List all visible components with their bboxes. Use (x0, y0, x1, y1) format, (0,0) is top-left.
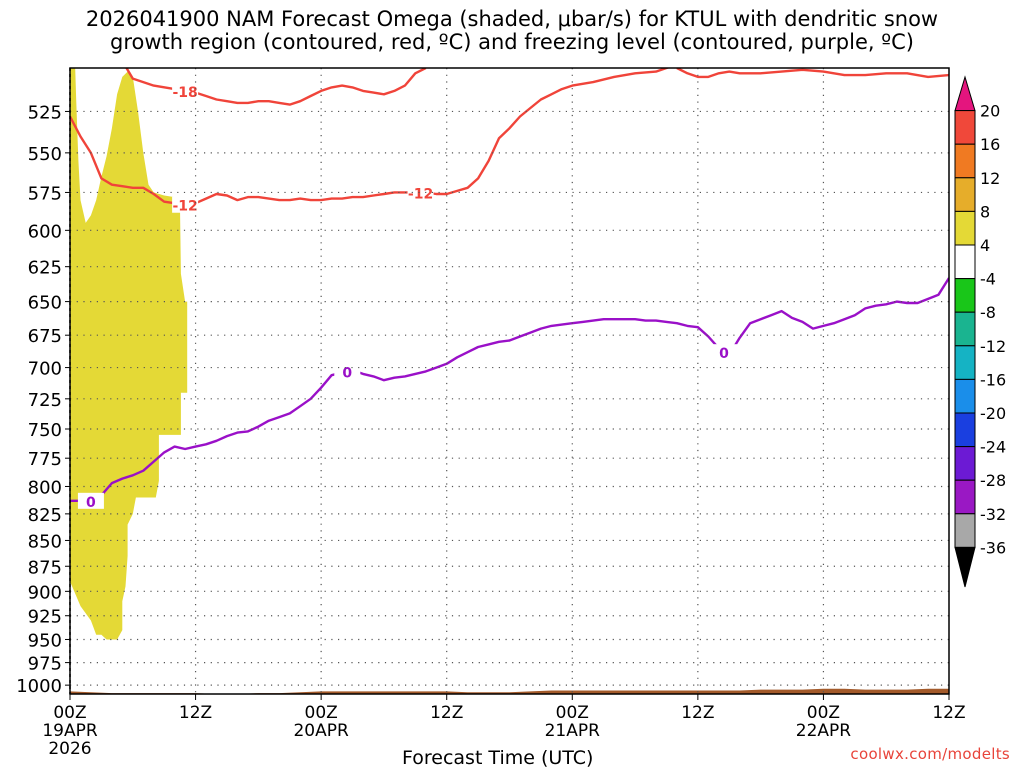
y-tick-label: 750 (28, 420, 62, 441)
colorbar-label: -4 (980, 270, 996, 289)
y-tick-label: 850 (28, 531, 62, 552)
y-tick-label: 1000 (16, 676, 62, 697)
omega-shade-region (70, 68, 188, 640)
y-tick-label: 575 (28, 183, 62, 204)
x-tick-label: 12Z (932, 703, 965, 723)
colorbar-swatch (954, 110, 976, 145)
colorbar-label: -8 (980, 303, 996, 322)
colorbar-swatch (954, 378, 976, 414)
colorbar-label: 16 (980, 135, 1000, 154)
y-tick-label: 650 (28, 293, 62, 314)
x-tick-label: 12Z (430, 703, 463, 723)
y-tick-label: 900 (28, 582, 62, 603)
contour-label-bg (172, 82, 199, 99)
x-tick-date-label: 20APR (293, 721, 349, 741)
x-tick-label: 00Z (807, 703, 840, 723)
plot-frame (69, 67, 950, 695)
colorbar-label: 12 (980, 169, 1000, 188)
y-tick-label: 925 (28, 607, 62, 628)
dgz-contour-minus18 (676, 68, 949, 79)
colorbar-label: -16 (980, 370, 1006, 389)
x-tick-date-label: 19APR (42, 721, 98, 741)
colorbar-swatch (954, 210, 976, 246)
colorbar-label: -24 (980, 438, 1006, 457)
chart-title: 2026041900 NAM Forecast Omega (shaded, μ… (85, 7, 939, 54)
y-tick-label: 700 (28, 359, 62, 380)
colorbar-swatch (954, 311, 976, 347)
freezing-level-contour (70, 277, 949, 502)
y-tick-label: 950 (28, 630, 62, 651)
colorbar-swatch (954, 177, 976, 212)
contour-label: -18 (172, 85, 197, 101)
y-tick-label: 975 (28, 654, 62, 675)
colorbar-label: -36 (980, 538, 1006, 557)
colorbar-label: -20 (980, 404, 1006, 423)
colorbar-label: 20 (980, 102, 1000, 121)
y-tick-label: 550 (28, 144, 62, 165)
colorbar-swatch (954, 278, 976, 313)
x-tick-label: 00Z (53, 703, 86, 723)
contour-label: -12 (172, 199, 197, 215)
y-tick-label: 675 (28, 326, 62, 347)
y-tick-label: 875 (28, 557, 62, 578)
colorbar-label: 8 (980, 202, 990, 221)
contour-label-bg (172, 196, 199, 213)
grid-group (70, 68, 949, 694)
colorbar-swatch (954, 479, 976, 515)
contour-label-bg (711, 344, 738, 361)
colorbar-swatch (954, 446, 976, 481)
x-tick-date-label: 21APR (545, 721, 601, 741)
y-tick-label: 625 (28, 258, 62, 279)
y-tick-label: 600 (28, 221, 62, 242)
x-tick-label: 00Z (556, 703, 589, 723)
x-tick-date-label: 2026 (48, 739, 91, 759)
y-tick-label: 525 (28, 102, 62, 123)
dgz-contour-minus18 (125, 68, 427, 106)
colorbar-swatch (954, 244, 976, 280)
colorbar-swatch (954, 513, 976, 548)
watermark[interactable]: coolwx.com/modelts (850, 745, 1010, 763)
y-tick-label: 825 (28, 505, 62, 526)
contour-label: -12 (408, 186, 433, 202)
colorbar-top-arrow (954, 75, 976, 112)
contour-label-bg (407, 184, 434, 201)
plot-data-group: -18 -12 0 -12 0 0 (70, 68, 949, 694)
colorbar-swatch (954, 345, 976, 380)
contour-label: 0 (86, 495, 96, 511)
colorbar-swatch (954, 143, 976, 179)
contour-label: 0 (342, 365, 352, 381)
terrain-fill (70, 688, 949, 694)
y-tick-label: 725 (28, 390, 62, 411)
y-tick-label: 775 (28, 449, 62, 470)
x-tick-label: 00Z (305, 703, 338, 723)
contour-label-bg (77, 492, 104, 509)
colorbar-label: -12 (980, 337, 1006, 356)
x-axis-title: Forecast Time (UTC) (402, 747, 594, 769)
colorbar-label: -28 (980, 471, 1006, 490)
x-tick-date-label: 22APR (796, 721, 852, 741)
contour-label-bg (334, 363, 361, 380)
dgz-contour-minus12 (70, 68, 671, 208)
colorbar-label: -32 (980, 505, 1006, 524)
colorbar-swatch (954, 412, 976, 448)
y-tick-label: 800 (28, 477, 62, 498)
colorbar-label: 4 (980, 236, 990, 255)
colorbar-bottom-arrow (954, 546, 976, 588)
x-tick-label: 12Z (179, 703, 212, 723)
x-tick-label: 12Z (681, 703, 714, 723)
contour-label: 0 (719, 346, 729, 362)
